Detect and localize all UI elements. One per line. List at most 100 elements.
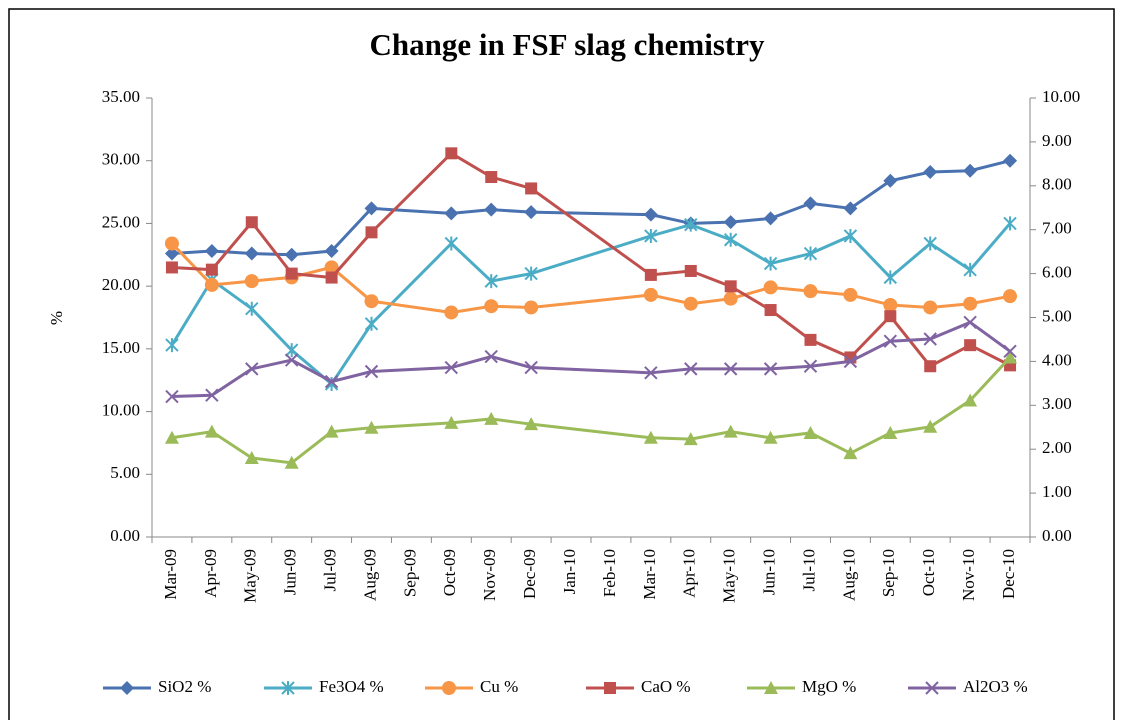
- x-tick-label: Oct-09: [440, 549, 459, 596]
- gap-connector: [530, 422, 652, 440]
- x-tick-label: Jul-10: [799, 549, 818, 592]
- series-line: [171, 426, 372, 465]
- marker: [1003, 350, 1018, 364]
- gap-connector: [530, 234, 652, 276]
- marker: [803, 196, 818, 211]
- marker: [324, 374, 339, 389]
- marker: [763, 362, 778, 376]
- y2-tick-label: 2.00: [1042, 438, 1072, 457]
- marker: [683, 296, 698, 311]
- gap-connector: [530, 293, 652, 309]
- marker: [364, 201, 379, 216]
- y-tick-label: 25.00: [102, 212, 140, 231]
- series-line: [650, 320, 1011, 375]
- series-line: [650, 356, 1012, 455]
- marker: [324, 260, 339, 275]
- chart-title: Change in FSF slag chemistry: [370, 27, 765, 62]
- marker: [284, 343, 299, 358]
- x-tick-label: Jan-10: [560, 549, 579, 594]
- marker: [444, 236, 459, 251]
- marker: [364, 316, 379, 331]
- marker: [484, 411, 499, 425]
- series-line: [170, 242, 373, 303]
- legend-label: Fe3O4 %: [319, 677, 384, 696]
- marker: [763, 256, 778, 271]
- marker: [644, 366, 658, 380]
- marker: [923, 300, 938, 315]
- marker: [484, 349, 498, 364]
- y2-tick-label: 5.00: [1042, 306, 1072, 325]
- y2-tick-label: 9.00: [1042, 131, 1072, 150]
- marker: [643, 287, 658, 302]
- marker: [764, 681, 778, 694]
- marker: [485, 171, 498, 184]
- marker: [244, 450, 259, 464]
- x-tick-label: Apr-09: [201, 549, 220, 598]
- marker: [684, 264, 697, 277]
- x-tick-label: May-10: [720, 549, 739, 603]
- marker: [683, 432, 698, 446]
- marker: [442, 681, 456, 695]
- gap-connector: [370, 242, 453, 325]
- marker: [245, 362, 259, 376]
- x-tick-label: Jun-09: [281, 549, 300, 595]
- y-tick-label: 10.00: [102, 400, 140, 419]
- series-line: [171, 219, 373, 280]
- marker: [364, 364, 379, 379]
- marker: [284, 455, 299, 469]
- x-tick-label: May-09: [241, 549, 260, 603]
- y-tick-label: 30.00: [102, 150, 140, 169]
- marker: [445, 147, 458, 160]
- x-tick-label: Aug-10: [839, 549, 858, 601]
- marker: [444, 360, 459, 375]
- marker: [484, 274, 498, 289]
- legend-label: SiO2 %: [158, 677, 211, 696]
- marker: [165, 338, 179, 353]
- marker: [524, 360, 538, 375]
- x-tick-label: Feb-10: [600, 549, 619, 597]
- x-tick-label: Apr-10: [680, 549, 699, 598]
- marker: [204, 244, 219, 259]
- marker: [284, 353, 299, 367]
- marker: [643, 430, 658, 444]
- x-tick-label: Jun-10: [759, 549, 778, 595]
- marker: [444, 206, 459, 221]
- legend-label: Cu %: [480, 677, 518, 696]
- gap-connector: [531, 366, 651, 375]
- marker: [484, 202, 499, 217]
- marker: [803, 246, 818, 261]
- marker: [644, 228, 658, 243]
- marker: [723, 232, 738, 247]
- marker: [524, 266, 538, 281]
- x-tick-label: Oct-10: [919, 549, 938, 596]
- marker: [525, 182, 538, 195]
- y-axis-label: %: [47, 311, 66, 325]
- chart-border: [8, 8, 1115, 720]
- marker: [204, 424, 219, 438]
- marker: [923, 419, 938, 433]
- marker: [684, 217, 698, 232]
- marker: [924, 360, 937, 373]
- marker: [803, 425, 818, 439]
- gap-connector: [531, 210, 651, 217]
- marker: [285, 267, 298, 280]
- marker: [723, 215, 738, 230]
- x-tick-label: Dec-10: [999, 549, 1018, 599]
- marker: [324, 244, 339, 259]
- y2-tick-label: 0.00: [1042, 526, 1072, 545]
- legend-label: Al2O3 %: [963, 677, 1028, 696]
- y2-tick-label: 4.00: [1042, 350, 1072, 369]
- legend-label: MgO %: [802, 677, 856, 696]
- marker: [644, 268, 657, 281]
- marker: [1003, 344, 1017, 359]
- marker: [325, 271, 338, 284]
- marker: [165, 261, 178, 274]
- marker: [964, 339, 977, 352]
- marker: [925, 681, 939, 695]
- marker: [684, 362, 698, 376]
- marker: [1003, 289, 1018, 304]
- series-line: [650, 285, 1011, 309]
- y-tick-label: 0.00: [110, 526, 140, 545]
- x-tick-label: Jul-09: [320, 549, 339, 592]
